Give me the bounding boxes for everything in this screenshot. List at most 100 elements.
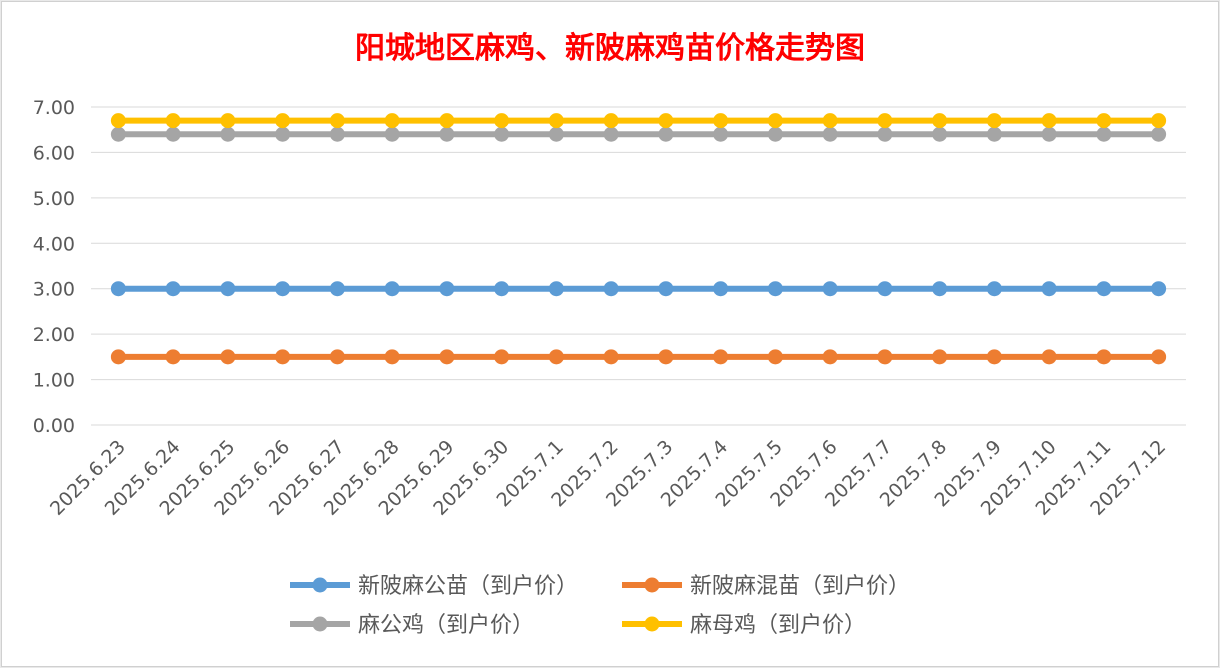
- data-point: [275, 281, 291, 297]
- series-layer: [110, 113, 1167, 365]
- data-point: [439, 349, 455, 365]
- data-point: [822, 349, 838, 365]
- data-point: [165, 113, 181, 129]
- y-axis-ticks: 0.00 1.00 2.00 3.00 4.00 5.00 6.00 7.00: [33, 97, 75, 437]
- y-tick-label: 6.00: [33, 142, 75, 164]
- data-point: [384, 281, 400, 297]
- data-point: [658, 281, 674, 297]
- series-1: [110, 349, 1167, 365]
- data-point: [165, 349, 181, 365]
- data-point: [1151, 113, 1167, 129]
- data-point: [439, 126, 455, 142]
- data-point: [1041, 281, 1057, 297]
- data-point: [1096, 281, 1112, 297]
- data-point: [110, 281, 126, 297]
- data-point: [767, 281, 783, 297]
- data-point: [1151, 349, 1167, 365]
- data-point: [986, 349, 1002, 365]
- data-point: [767, 113, 783, 129]
- legend-item-2: 麻公鸡（到户价）: [290, 613, 534, 638]
- data-point: [986, 281, 1002, 297]
- x-axis-ticks: 2025.6.232025.6.242025.6.252025.6.262025…: [46, 436, 1170, 520]
- data-point: [494, 113, 510, 129]
- data-point: [986, 113, 1002, 129]
- y-tick-label: 3.00: [33, 279, 75, 301]
- data-point: [548, 113, 564, 129]
- data-point: [658, 126, 674, 142]
- data-point: [658, 349, 674, 365]
- legend: 新陂麻公苗（到户价） 新陂麻混苗（到户价） 麻公鸡（到户价） 麻母鸡（到户价）: [290, 574, 910, 638]
- data-point: [658, 113, 674, 129]
- data-point: [384, 126, 400, 142]
- data-point: [275, 126, 291, 142]
- data-point: [110, 349, 126, 365]
- series-3: [110, 113, 1167, 129]
- legend-label: 麻公鸡（到户价）: [358, 613, 534, 638]
- data-point: [877, 349, 893, 365]
- data-point: [603, 349, 619, 365]
- legend-item-1: 新陂麻混苗（到户价）: [622, 574, 910, 599]
- legend-marker: [644, 577, 660, 593]
- data-point: [986, 126, 1002, 142]
- data-point: [767, 349, 783, 365]
- legend-item-0: 新陂麻公苗（到户价）: [290, 574, 578, 599]
- data-point: [329, 126, 345, 142]
- data-point: [713, 281, 729, 297]
- data-point: [822, 126, 838, 142]
- chart-title: 阳城地区麻鸡、新陂麻鸡苗价格走势图: [355, 31, 865, 66]
- data-point: [1151, 126, 1167, 142]
- y-tick-label: 4.00: [33, 233, 75, 255]
- legend-label: 新陂麻公苗（到户价）: [358, 574, 578, 599]
- data-point: [494, 349, 510, 365]
- data-point: [767, 126, 783, 142]
- legend-marker: [312, 577, 328, 593]
- data-point: [1096, 113, 1112, 129]
- data-point: [603, 113, 619, 129]
- data-point: [165, 126, 181, 142]
- data-point: [1041, 113, 1057, 129]
- data-point: [548, 349, 564, 365]
- data-point: [713, 349, 729, 365]
- data-point: [877, 126, 893, 142]
- data-point: [713, 113, 729, 129]
- y-tick-label: 7.00: [33, 97, 75, 119]
- data-point: [494, 281, 510, 297]
- data-point: [822, 113, 838, 129]
- data-point: [275, 113, 291, 129]
- data-point: [329, 349, 345, 365]
- data-point: [329, 113, 345, 129]
- data-point: [329, 281, 345, 297]
- data-point: [932, 126, 948, 142]
- data-point: [220, 281, 236, 297]
- data-point: [110, 126, 126, 142]
- data-point: [1041, 349, 1057, 365]
- data-point: [220, 349, 236, 365]
- data-point: [439, 113, 455, 129]
- y-tick-label: 2.00: [33, 324, 75, 346]
- data-point: [1151, 281, 1167, 297]
- y-tick-label: 0.00: [33, 415, 75, 437]
- data-point: [1041, 126, 1057, 142]
- data-point: [548, 126, 564, 142]
- grid-lines: [91, 106, 1186, 426]
- data-point: [713, 126, 729, 142]
- data-point: [603, 126, 619, 142]
- data-point: [384, 113, 400, 129]
- data-point: [932, 349, 948, 365]
- data-point: [1096, 349, 1112, 365]
- data-point: [548, 281, 564, 297]
- legend-marker: [644, 616, 660, 632]
- data-point: [439, 281, 455, 297]
- data-point: [384, 349, 400, 365]
- data-point: [603, 281, 619, 297]
- data-point: [220, 126, 236, 142]
- data-point: [877, 281, 893, 297]
- y-tick-label: 5.00: [33, 188, 75, 210]
- legend-label: 麻母鸡（到户价）: [690, 613, 866, 638]
- data-point: [494, 126, 510, 142]
- series-0: [110, 281, 1167, 297]
- data-point: [110, 113, 126, 129]
- series-2: [110, 126, 1167, 142]
